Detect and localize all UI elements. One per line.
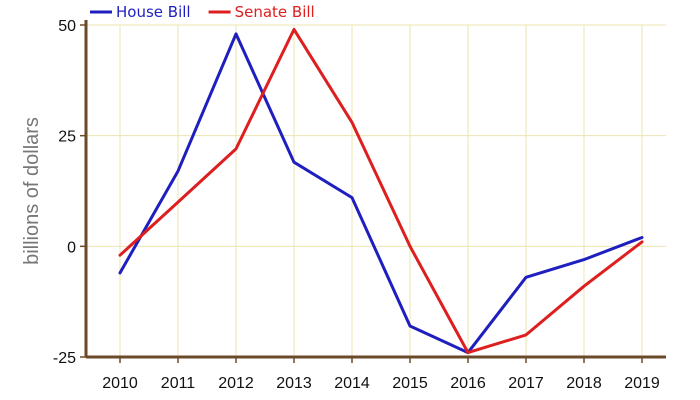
legend-label: House Bill — [116, 3, 191, 21]
x-tick-label: 2017 — [508, 375, 544, 392]
series-line — [118, 32, 644, 355]
x-tick-label: 2015 — [392, 375, 428, 392]
x-tick-label: 2014 — [334, 375, 370, 392]
y-tick-label: 25 — [58, 129, 76, 146]
y-axis-label: billions of dollars — [21, 117, 43, 265]
x-tick-label: 2018 — [566, 375, 602, 392]
series-line — [118, 27, 644, 355]
x-tick-label: 2012 — [218, 375, 254, 392]
axes — [80, 20, 666, 363]
x-tick-labels: 2010 2011 2012 2013 2014 2015 2016 2017 2018 2019 — [102, 375, 660, 392]
x-tick-label: 2016 — [450, 375, 486, 392]
legend: House Bill Senate Bill — [90, 3, 315, 21]
x-tick-label: 2019 — [624, 375, 660, 392]
y-tick-label: 0 — [67, 239, 76, 256]
grid-lines — [86, 24, 666, 358]
y-tick-label: -25 — [53, 350, 76, 367]
legend-label: Senate Bill — [235, 3, 315, 21]
y-tick-label: 50 — [58, 18, 76, 35]
x-tick-label: 2011 — [161, 375, 196, 392]
x-tick-label: 2010 — [102, 375, 138, 392]
y-tick-labels: -25 0 25 50 — [53, 18, 76, 367]
data-series — [118, 27, 644, 355]
x-tick-label: 2013 — [276, 375, 312, 392]
